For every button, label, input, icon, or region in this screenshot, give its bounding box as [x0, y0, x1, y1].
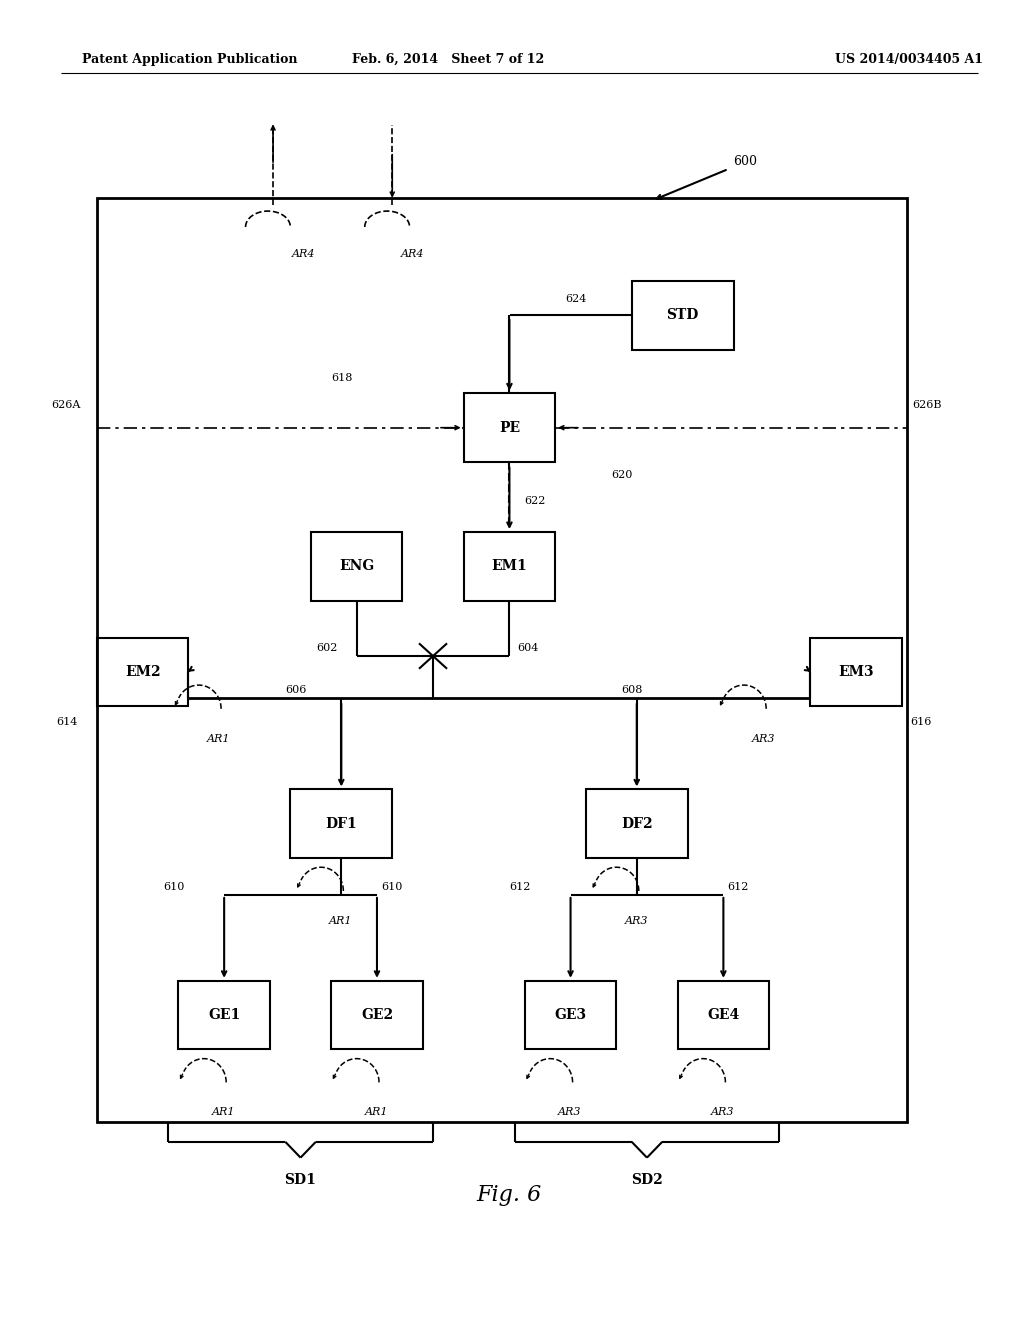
FancyBboxPatch shape [810, 638, 902, 706]
Text: EM2: EM2 [125, 665, 161, 678]
Text: AR4: AR4 [292, 249, 315, 260]
Text: AR1: AR1 [207, 734, 230, 744]
FancyBboxPatch shape [464, 532, 555, 601]
Text: 610: 610 [163, 882, 184, 892]
Text: 604: 604 [517, 643, 539, 653]
Text: Patent Application Publication: Patent Application Publication [82, 53, 297, 66]
FancyBboxPatch shape [524, 981, 616, 1049]
FancyBboxPatch shape [178, 981, 270, 1049]
Text: AR3: AR3 [752, 734, 775, 744]
Text: AR3: AR3 [711, 1107, 734, 1118]
Text: AR1: AR1 [365, 1107, 388, 1118]
Text: 620: 620 [611, 470, 633, 480]
Text: AR1: AR1 [329, 916, 352, 927]
Text: 626A: 626A [51, 400, 80, 411]
Text: Feb. 6, 2014   Sheet 7 of 12: Feb. 6, 2014 Sheet 7 of 12 [352, 53, 545, 66]
FancyBboxPatch shape [310, 532, 402, 601]
Text: 610: 610 [381, 882, 402, 892]
Text: SD2: SD2 [631, 1173, 663, 1188]
Text: 600: 600 [733, 154, 758, 168]
FancyBboxPatch shape [678, 981, 769, 1049]
Text: STD: STD [667, 309, 698, 322]
Text: 624: 624 [565, 294, 587, 305]
FancyBboxPatch shape [291, 789, 392, 858]
Text: US 2014/0034405 A1: US 2014/0034405 A1 [836, 53, 983, 66]
Text: 608: 608 [622, 685, 643, 696]
Text: AR3: AR3 [625, 916, 648, 927]
Text: GE3: GE3 [554, 1008, 587, 1022]
Text: AR1: AR1 [212, 1107, 236, 1118]
FancyBboxPatch shape [97, 638, 188, 706]
Text: Fig. 6: Fig. 6 [477, 1184, 542, 1205]
Text: ENG: ENG [339, 560, 374, 573]
Text: AR3: AR3 [558, 1107, 582, 1118]
Text: 626B: 626B [911, 400, 941, 411]
Text: DF2: DF2 [621, 817, 652, 830]
Text: 602: 602 [315, 643, 337, 653]
Text: 616: 616 [910, 717, 931, 727]
FancyBboxPatch shape [464, 393, 555, 462]
Text: 622: 622 [524, 496, 546, 507]
Text: GE4: GE4 [708, 1008, 739, 1022]
Text: PE: PE [499, 421, 520, 434]
Text: 614: 614 [56, 717, 78, 727]
Text: 618: 618 [331, 374, 352, 384]
Text: GE1: GE1 [208, 1008, 241, 1022]
Text: 612: 612 [509, 882, 530, 892]
Text: SD1: SD1 [285, 1173, 316, 1188]
FancyBboxPatch shape [331, 981, 423, 1049]
Text: 612: 612 [727, 882, 749, 892]
FancyBboxPatch shape [632, 281, 733, 350]
Text: 606: 606 [286, 685, 306, 696]
Text: DF1: DF1 [326, 817, 357, 830]
Text: EM1: EM1 [492, 560, 527, 573]
FancyBboxPatch shape [586, 789, 688, 858]
Text: GE2: GE2 [360, 1008, 393, 1022]
Text: AR4: AR4 [400, 249, 424, 260]
Text: EM3: EM3 [838, 665, 873, 678]
